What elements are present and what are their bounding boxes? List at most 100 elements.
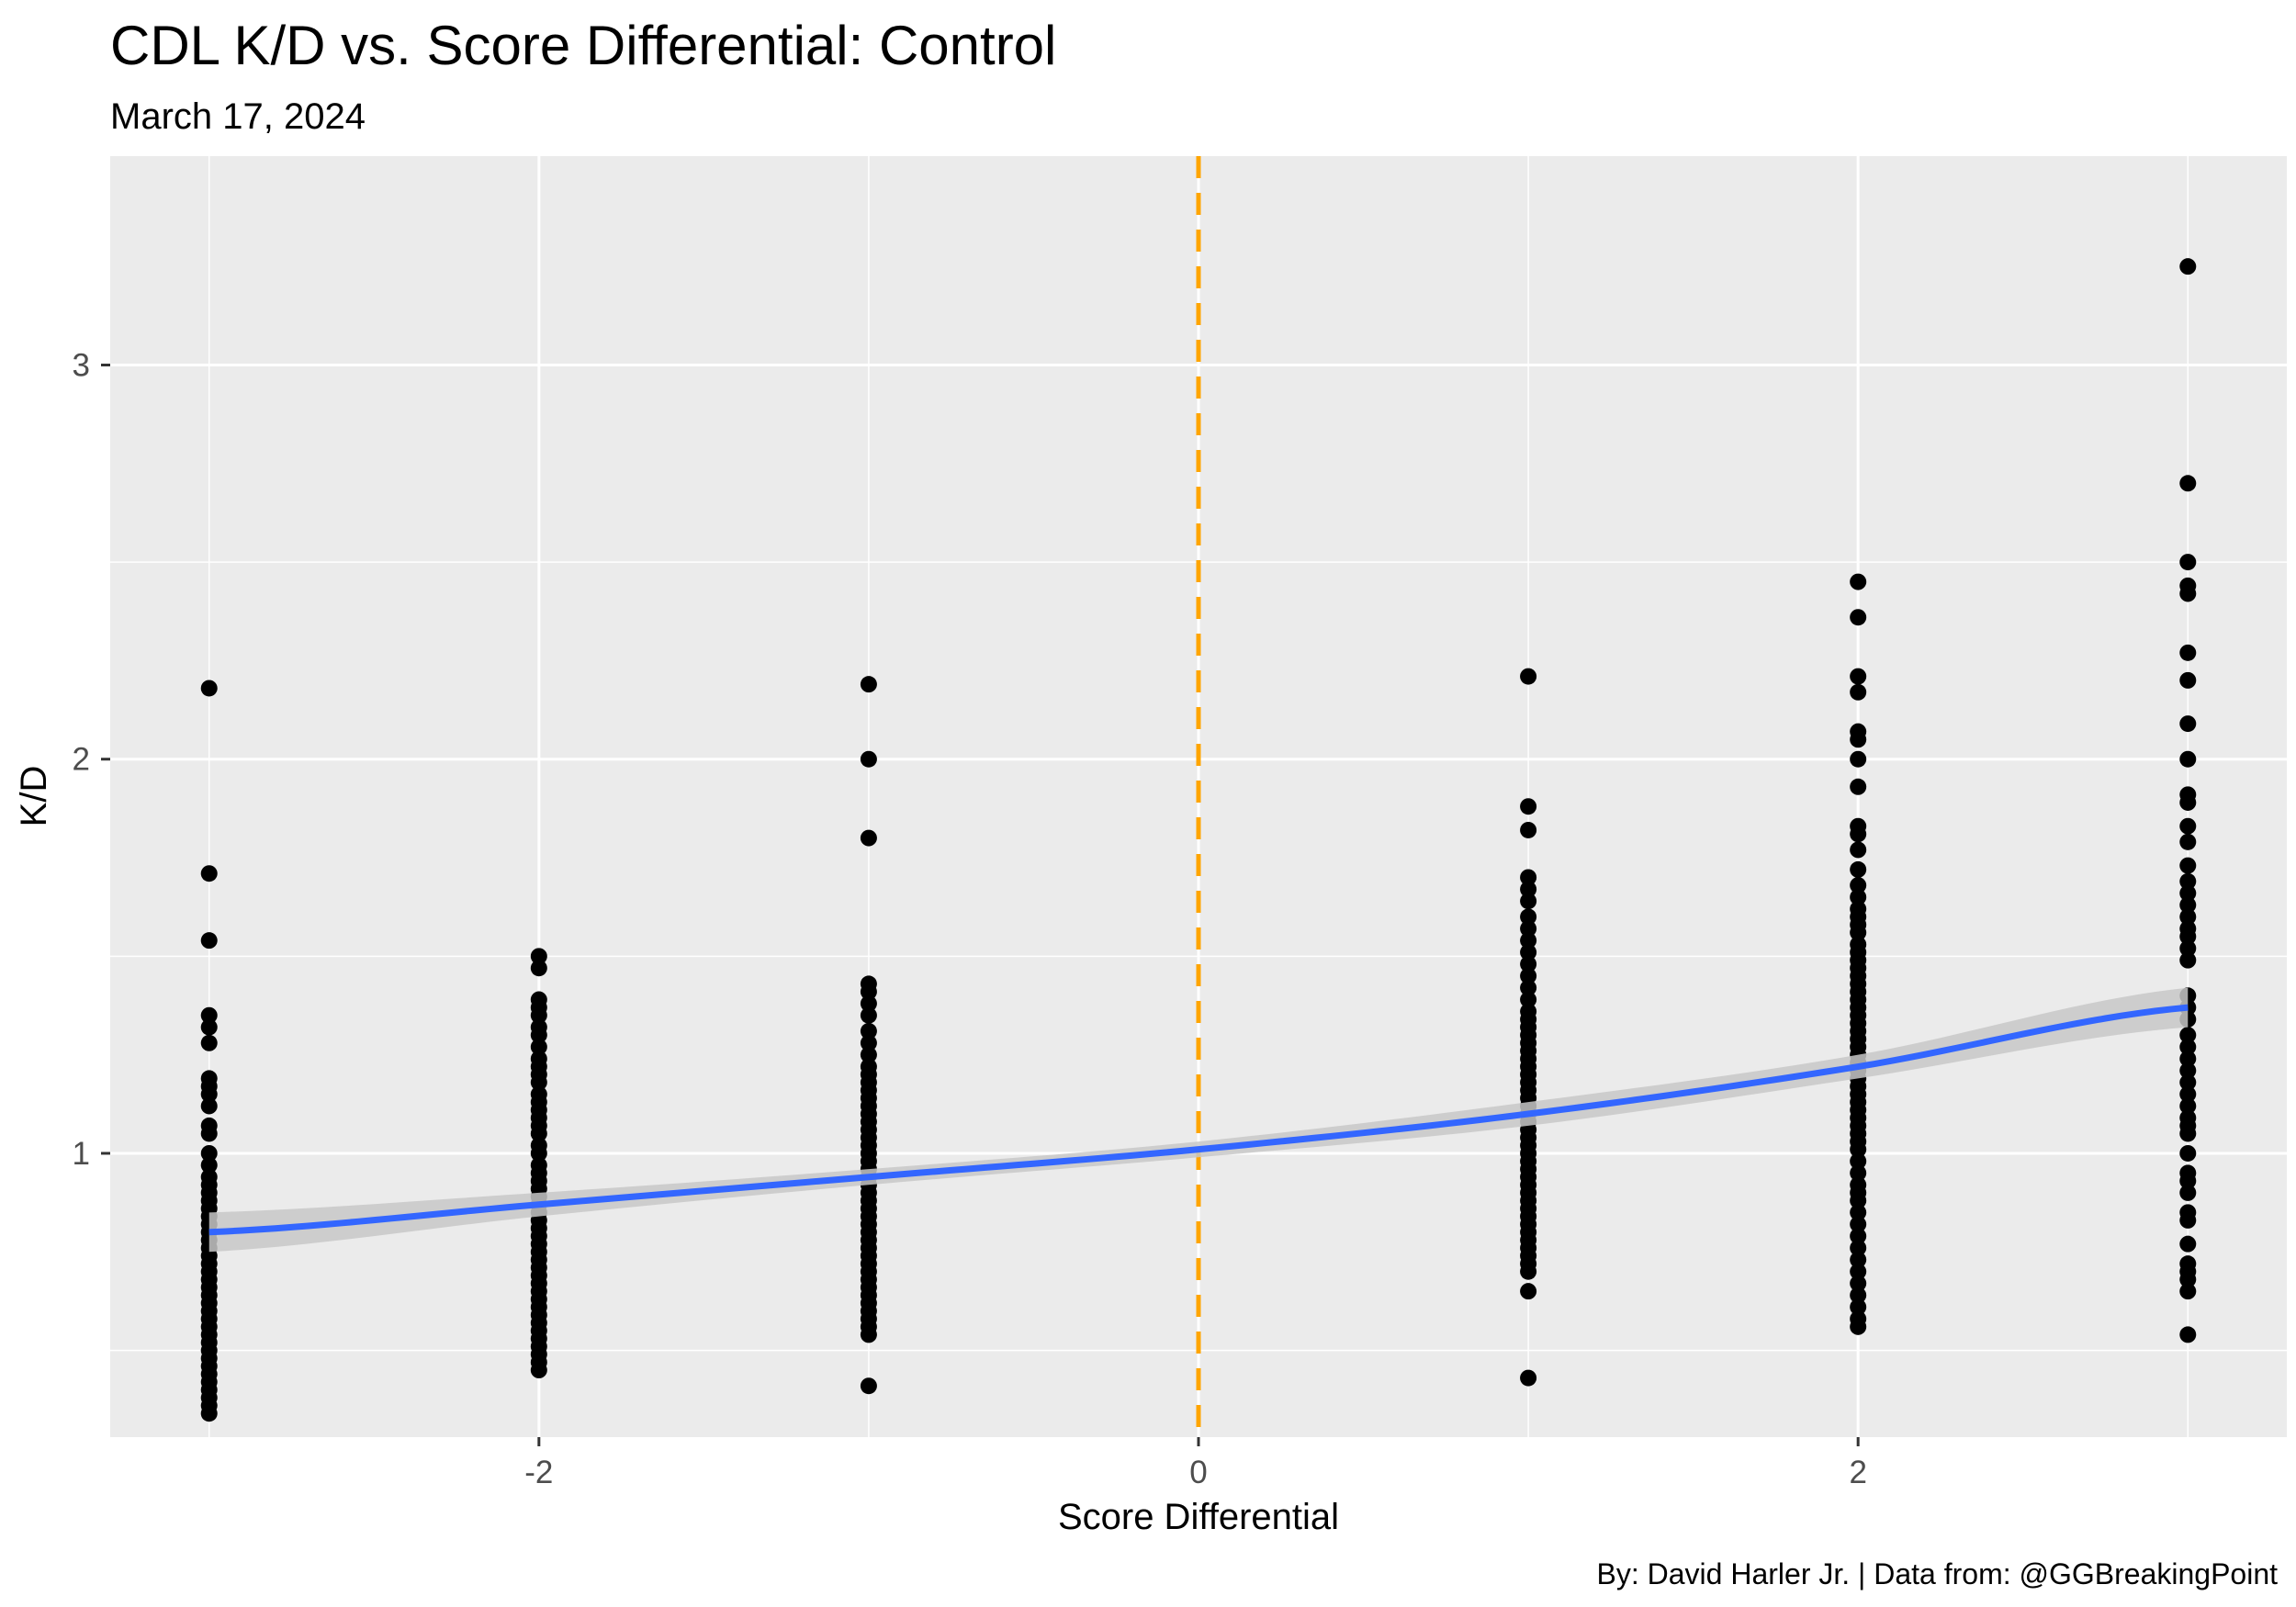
x-tick-label: 0 — [1189, 1455, 1207, 1490]
data-point — [1850, 668, 1867, 685]
data-point — [1850, 888, 1867, 905]
data-point — [2179, 1283, 2197, 1300]
data-point — [530, 1144, 547, 1162]
data-point — [2179, 908, 2197, 926]
y-axis: 1 2 3 — [73, 347, 110, 1172]
data-point — [1520, 1263, 1537, 1280]
data-point — [2179, 857, 2197, 874]
data-point — [1520, 1369, 1537, 1387]
data-point — [1850, 750, 1867, 768]
data-point — [1520, 991, 1537, 1008]
data-point — [530, 1073, 547, 1091]
data-point — [2179, 884, 2197, 902]
data-point — [1850, 1251, 1867, 1268]
data-point — [1850, 1318, 1867, 1335]
data-point — [2179, 1235, 2197, 1253]
data-point — [860, 1377, 877, 1395]
data-point — [2179, 1085, 2197, 1103]
data-point — [860, 676, 877, 693]
data-point — [1520, 908, 1537, 926]
data-point — [2179, 872, 2197, 890]
data-point — [2179, 1062, 2197, 1079]
data-point — [530, 1027, 547, 1044]
data-point — [2179, 750, 2197, 768]
data-point — [2179, 896, 2197, 914]
data-point — [860, 1022, 877, 1039]
data-point — [1850, 1287, 1867, 1304]
data-point — [2179, 793, 2197, 811]
data-point — [1520, 668, 1537, 685]
data-point — [1850, 1239, 1867, 1256]
data-point — [530, 1362, 547, 1379]
confidence-band — [208, 987, 2189, 1253]
data-point — [200, 1018, 218, 1036]
data-point — [200, 1156, 218, 1174]
data-point — [2179, 1144, 2197, 1162]
data-point — [1850, 1141, 1867, 1158]
data-point — [860, 750, 877, 768]
data-point — [2179, 1173, 2197, 1189]
data-point — [1520, 932, 1537, 950]
data-point — [1850, 841, 1867, 859]
data-point — [860, 995, 877, 1012]
data-point — [200, 1034, 218, 1051]
data-point — [200, 1097, 218, 1115]
data-point — [1850, 826, 1867, 843]
data-point — [1520, 798, 1537, 815]
data-point — [1520, 869, 1537, 886]
data-point — [860, 1006, 877, 1024]
data-point — [2179, 1097, 2197, 1115]
data-point — [1850, 1216, 1867, 1233]
data-point — [2179, 1027, 2197, 1044]
data-point — [2179, 1184, 2197, 1201]
y-tick-label: 1 — [73, 1136, 90, 1172]
data-point — [530, 1039, 547, 1056]
data-point — [1850, 1152, 1867, 1170]
data-point — [2179, 671, 2197, 689]
data-points — [200, 258, 2197, 1422]
data-point — [2179, 1326, 2197, 1343]
data-point — [1520, 881, 1537, 898]
data-point — [200, 1144, 218, 1162]
data-point — [1520, 967, 1537, 984]
data-point — [2179, 475, 2197, 492]
data-point — [200, 680, 218, 697]
data-point — [2179, 951, 2197, 969]
y-tick-label: 3 — [73, 347, 90, 383]
data-point — [1850, 609, 1867, 626]
chart-caption: By: David Harler Jr. | Data from: @GGBre… — [1597, 1557, 2279, 1590]
data-point — [200, 1006, 218, 1024]
data-point — [2179, 939, 2197, 957]
data-point — [530, 1006, 547, 1024]
data-point — [1520, 955, 1537, 972]
data-point — [1850, 1192, 1867, 1209]
data-point — [2179, 817, 2197, 835]
data-point — [530, 1125, 547, 1142]
data-point — [1850, 1204, 1867, 1221]
data-point — [2179, 927, 2197, 945]
data-point — [860, 829, 877, 847]
data-point — [2179, 1125, 2197, 1142]
y-tick-label: 2 — [73, 742, 90, 778]
data-point — [2179, 585, 2197, 602]
data-point — [2179, 1211, 2197, 1229]
data-point — [1520, 1283, 1537, 1300]
data-point — [1520, 893, 1537, 910]
data-point — [200, 865, 218, 882]
data-point — [1850, 924, 1867, 941]
data-point — [1850, 1164, 1867, 1182]
data-point — [1850, 683, 1867, 701]
data-point — [1850, 778, 1867, 795]
data-point — [1850, 1275, 1867, 1292]
data-point — [1850, 877, 1867, 894]
data-point — [200, 1125, 218, 1142]
data-point — [1850, 731, 1867, 748]
data-point — [2179, 554, 2197, 571]
data-point — [530, 960, 547, 977]
data-point — [2179, 1050, 2197, 1067]
data-point — [530, 948, 547, 965]
y-axis-title: K/D — [14, 766, 54, 827]
data-point — [860, 1034, 877, 1051]
chart-title: CDL K/D vs. Score Differential: Control — [110, 15, 1056, 76]
